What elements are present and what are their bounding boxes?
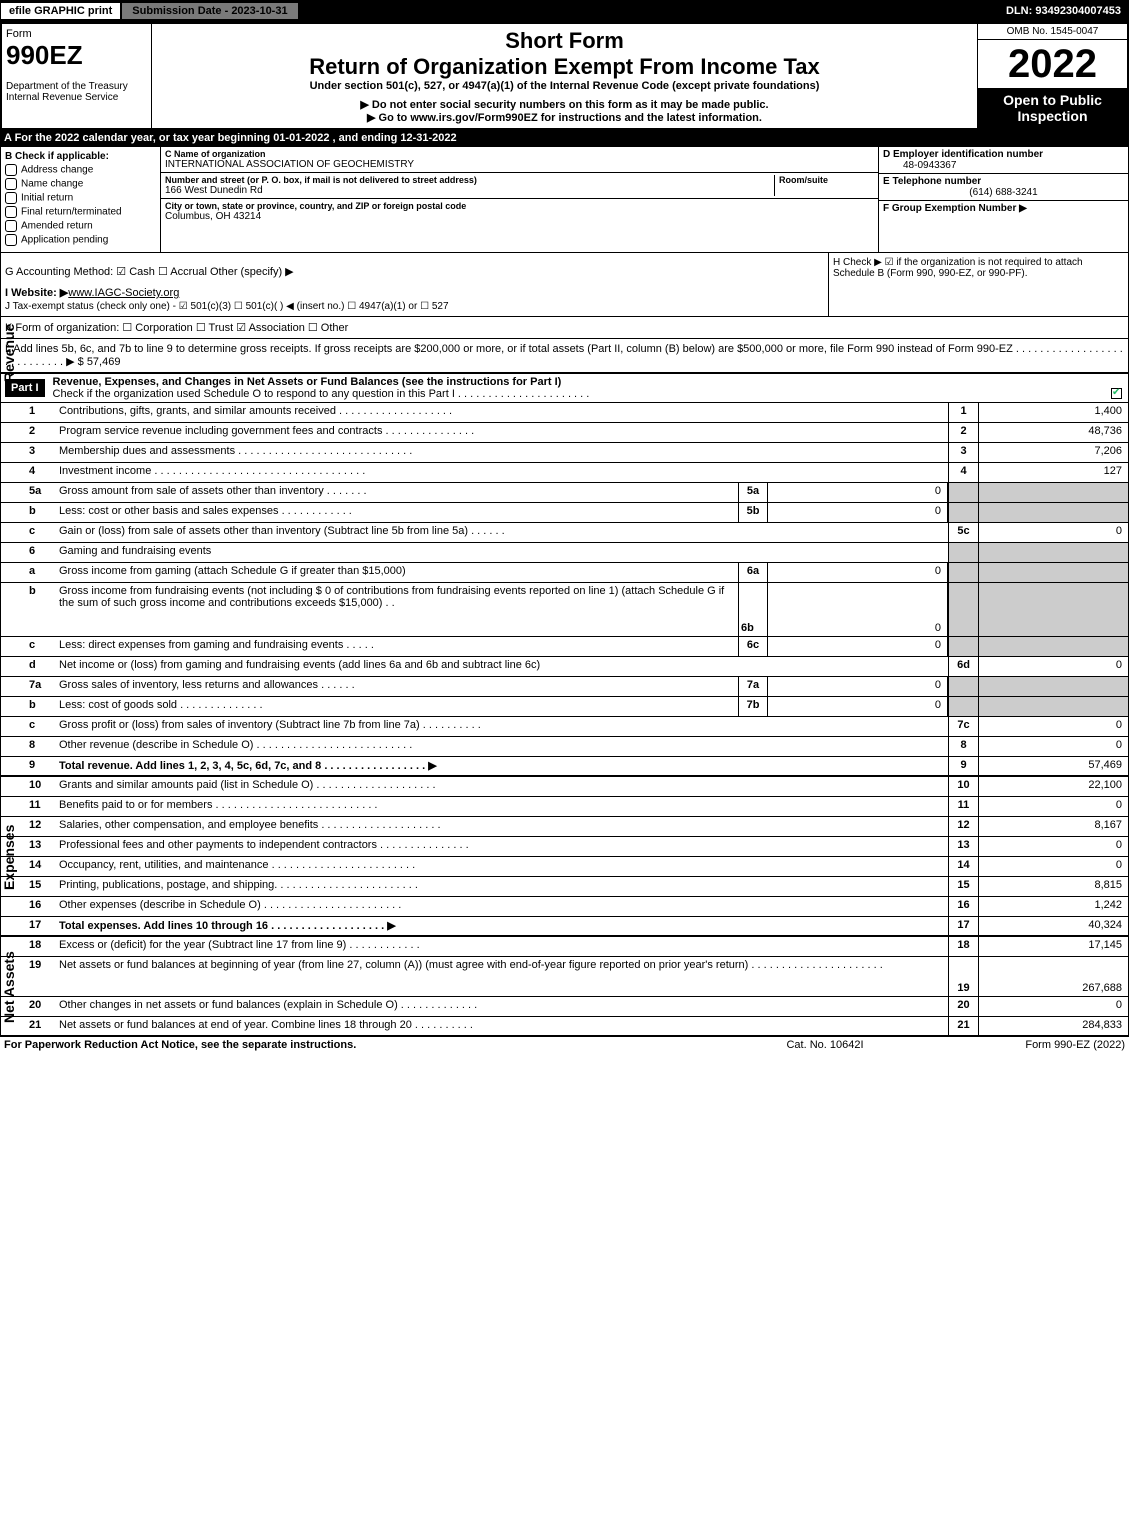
tax-year: 2022 [978, 40, 1127, 88]
form-subtitle: Under section 501(c), 527, or 4947(a)(1)… [156, 80, 973, 92]
line-7c: cGross profit or (loss) from sales of in… [1, 717, 1128, 737]
line-7b: bLess: cost of goods sold . . . . . . . … [1, 697, 1128, 717]
website: I Website: ▶www.IAGC-Society.org [5, 286, 824, 299]
top-bar: efile GRAPHIC print Submission Date - 20… [0, 0, 1129, 22]
paperwork-notice: For Paperwork Reduction Act Notice, see … [4, 1039, 725, 1051]
ein-label: D Employer identification number [883, 149, 1124, 160]
city: Columbus, OH 43214 [165, 211, 874, 222]
header-center: Short Form Return of Organization Exempt… [152, 24, 977, 128]
short-form: Short Form [156, 28, 973, 54]
chk-name-change[interactable]: Name change [5, 178, 156, 190]
chk-final-return[interactable]: Final return/terminated [5, 206, 156, 218]
form-number: 990EZ [6, 40, 147, 71]
line-6: 6Gaming and fundraising events [1, 543, 1128, 563]
dln: DLN: 93492304007453 [998, 3, 1129, 19]
efile-print-label[interactable]: efile GRAPHIC print [0, 2, 121, 20]
omb-number: OMB No. 1545-0047 [978, 24, 1127, 40]
open-to-public: Open to Public Inspection [978, 88, 1127, 128]
department: Department of the Treasury Internal Reve… [6, 81, 147, 103]
line-13: Expenses13Professional fees and other pa… [1, 837, 1128, 857]
line-19: 19Net assets or fund balances at beginni… [1, 957, 1128, 997]
street-label: Number and street (or P. O. box, if mail… [165, 175, 774, 185]
line-16: 16Other expenses (describe in Schedule O… [1, 897, 1128, 917]
tax-exempt-status: J Tax-exempt status (check only one) - ☑… [5, 299, 824, 312]
line-15: 15Printing, publications, postage, and s… [1, 877, 1128, 897]
chk-pending[interactable]: Application pending [5, 234, 156, 246]
org-name: INTERNATIONAL ASSOCIATION OF GEOCHEMISTR… [165, 159, 874, 170]
line-14: 14Occupancy, rent, utilities, and mainte… [1, 857, 1128, 877]
line-6b: RevenuebGross income from fundraising ev… [1, 583, 1128, 637]
expenses-label: Expenses [1, 777, 17, 937]
group-exemption-label: F Group Exemption Number ▶ [883, 203, 1124, 214]
line-5b: bLess: cost or other basis and sales exp… [1, 503, 1128, 523]
chk-address-change[interactable]: Address change [5, 164, 156, 176]
line-1: 1Contributions, gifts, grants, and simil… [1, 403, 1128, 423]
part-1-check: Check if the organization used Schedule … [53, 388, 590, 400]
part-1-checkbox[interactable] [1111, 388, 1122, 399]
ein: 48-0943367 [883, 160, 1124, 171]
website-link[interactable]: www.IAGC-Society.org [68, 287, 179, 299]
chk-amended[interactable]: Amended return [5, 220, 156, 232]
column-c: C Name of organization INTERNATIONAL ASS… [161, 147, 878, 252]
line-5c: cGain or (loss) from sale of assets othe… [1, 523, 1128, 543]
telephone: (614) 688-3241 [883, 187, 1124, 198]
city-label: City or town, state or province, country… [165, 201, 874, 211]
accounting-method: G Accounting Method: ☑ Cash ☐ Accrual Ot… [5, 257, 824, 286]
b-header: B Check if applicable: [5, 151, 156, 162]
header-left: Form 990EZ Department of the Treasury In… [2, 24, 152, 128]
row-g-h: G Accounting Method: ☑ Cash ☐ Accrual Ot… [0, 253, 1129, 317]
line-7a: 7aGross sales of inventory, less returns… [1, 677, 1128, 697]
chk-initial-return[interactable]: Initial return [5, 192, 156, 204]
form-ref: Form 990-EZ (2022) [925, 1039, 1125, 1051]
ssn-note: ▶ Do not enter social security numbers o… [156, 98, 973, 111]
row-k: K Form of organization: ☐ Corporation ☐ … [0, 317, 1129, 339]
row-a-calendar-year: A For the 2022 calendar year, or tax yea… [0, 130, 1129, 146]
line-8: 8Other revenue (describe in Schedule O) … [1, 737, 1128, 757]
header-right: OMB No. 1545-0047 2022 Open to Public In… [977, 24, 1127, 128]
part-1-table: 1Contributions, gifts, grants, and simil… [0, 403, 1129, 1037]
part-1-title: Revenue, Expenses, and Changes in Net As… [53, 376, 562, 388]
cat-no: Cat. No. 10642I [725, 1039, 925, 1051]
form-label: Form [6, 28, 147, 40]
line-17: 17Total expenses. Add lines 10 through 1… [1, 917, 1128, 937]
line-9: 9Total revenue. Add lines 1, 2, 3, 4, 5c… [1, 757, 1128, 777]
form-title: Return of Organization Exempt From Incom… [156, 54, 973, 80]
line-4: 4Investment income . . . . . . . . . . .… [1, 463, 1128, 483]
street: 166 West Dunedin Rd [165, 185, 774, 196]
part-1-header: Part I Revenue, Expenses, and Changes in… [0, 373, 1129, 403]
line-21: 21Net assets or fund balances at end of … [1, 1017, 1128, 1037]
irs-link[interactable]: ▶ Go to www.irs.gov/Form990EZ for instru… [156, 111, 973, 124]
row-l: L Add lines 5b, 6c, and 7b to line 9 to … [0, 339, 1129, 373]
line-20: 20Other changes in net assets or fund ba… [1, 997, 1128, 1017]
column-d-e-f: D Employer identification number 48-0943… [878, 147, 1128, 252]
line-10: 10Grants and similar amounts paid (list … [1, 777, 1128, 797]
line-3: 3Membership dues and assessments . . . .… [1, 443, 1128, 463]
netassets-label: Net Assets [1, 937, 17, 1037]
revenue-label: Revenue [1, 203, 17, 503]
c-name-label: C Name of organization [165, 149, 874, 159]
column-b: B Check if applicable: Address change Na… [1, 147, 161, 252]
room-label: Room/suite [779, 175, 874, 185]
submission-date: Submission Date - 2023-10-31 [121, 2, 298, 20]
line-6c: cLess: direct expenses from gaming and f… [1, 637, 1128, 657]
line-2: 2Program service revenue including gover… [1, 423, 1128, 443]
page-footer: For Paperwork Reduction Act Notice, see … [0, 1037, 1129, 1053]
form-header: Form 990EZ Department of the Treasury In… [0, 22, 1129, 130]
h-schedule-b: H Check ▶ ☑ if the organization is not r… [828, 253, 1128, 316]
tel-label: E Telephone number [883, 176, 1124, 187]
line-18: Net Assets18Excess or (deficit) for the … [1, 937, 1128, 957]
line-6d: dNet income or (loss) from gaming and fu… [1, 657, 1128, 677]
line-5a: 5aGross amount from sale of assets other… [1, 483, 1128, 503]
section-b-c-d: B Check if applicable: Address change Na… [0, 146, 1129, 253]
line-12: 12Salaries, other compensation, and empl… [1, 817, 1128, 837]
line-11: 11Benefits paid to or for members . . . … [1, 797, 1128, 817]
line-6a: aGross income from gaming (attach Schedu… [1, 563, 1128, 583]
